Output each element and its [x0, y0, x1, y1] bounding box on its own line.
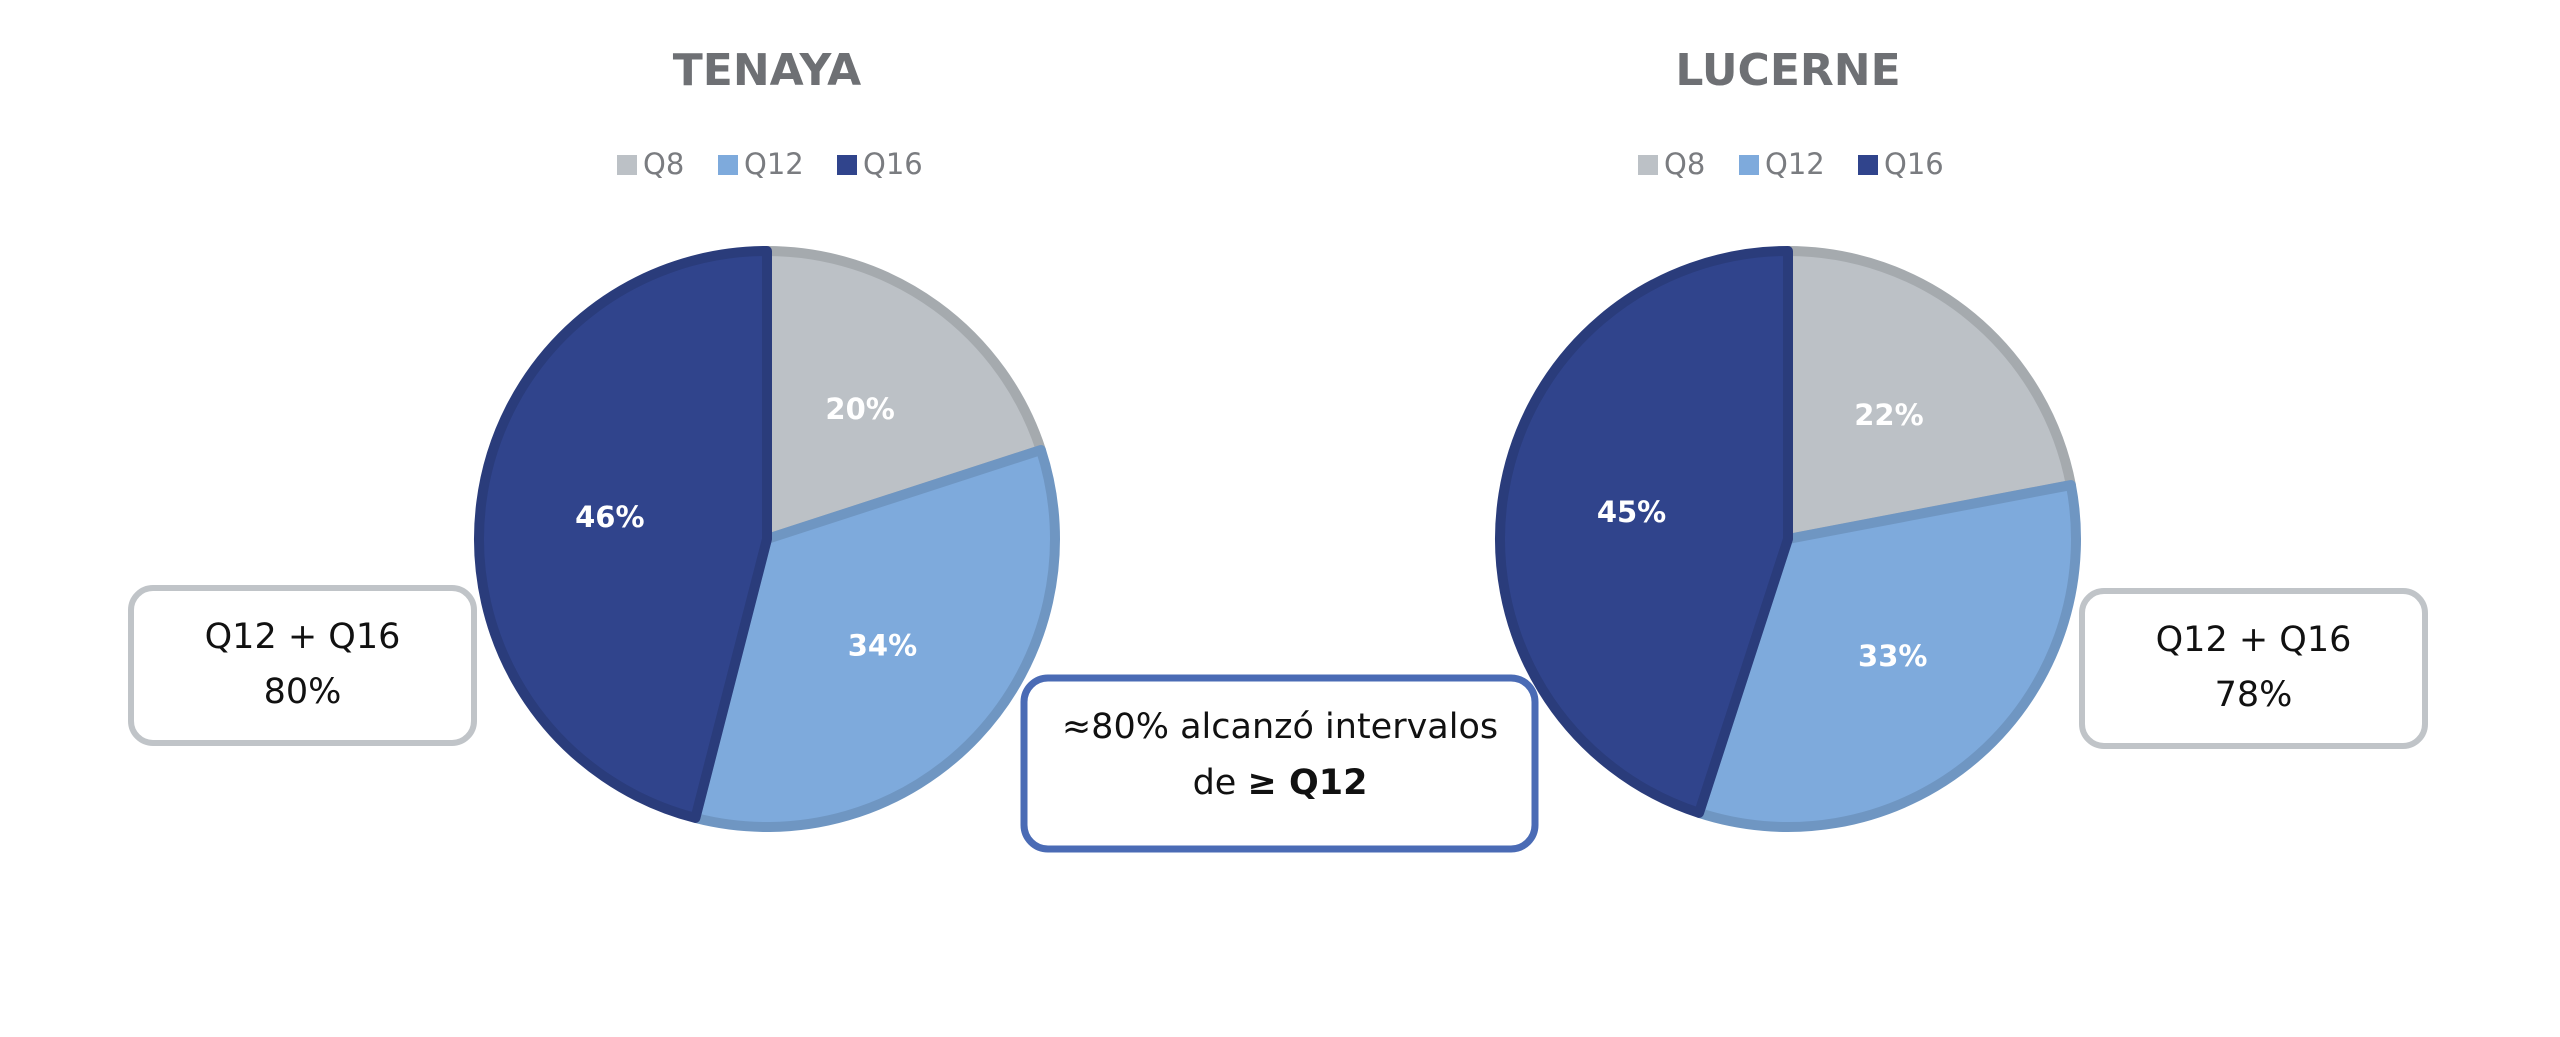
annotation-box	[2079, 588, 2428, 749]
legend-swatch	[837, 155, 857, 175]
callout-text: de ≥ Q12	[1193, 763, 1368, 803]
data-label: 45%	[1597, 495, 1666, 529]
annotation-text: 78%	[2215, 675, 2293, 715]
legend-swatch	[1638, 155, 1658, 175]
pie-slice	[1694, 480, 2081, 832]
legend-label: Q8	[643, 147, 684, 181]
legend-swatch	[617, 155, 637, 175]
pie-slice	[1783, 246, 2076, 544]
legend-label: Q16	[1884, 147, 1944, 181]
annotation-text: 80%	[264, 672, 342, 712]
legend-swatch	[1858, 155, 1878, 175]
annotation-text: Q12 + Q16	[205, 617, 401, 657]
pie-slice	[474, 246, 772, 823]
legend-label: Q8	[1664, 147, 1705, 181]
data-label: 33%	[1858, 639, 1927, 673]
chart-title: LUCERNE	[1675, 45, 1900, 96]
legend-label: Q12	[1765, 147, 1825, 181]
callout-box	[1020, 674, 1539, 853]
pie-slice	[690, 445, 1060, 832]
legend-label: Q16	[863, 147, 923, 181]
legend-swatch	[718, 155, 738, 175]
annotation-text: Q12 + Q16	[2156, 620, 2352, 660]
callout-text: de	[1193, 763, 1237, 803]
legend-swatch	[1739, 155, 1759, 175]
data-label: 20%	[825, 392, 894, 426]
legend-label: Q12	[744, 147, 804, 181]
data-label: 34%	[848, 628, 917, 662]
chart-title: TENAYA	[673, 45, 861, 96]
pie-slice	[1495, 246, 1793, 818]
data-label: 46%	[575, 500, 644, 534]
data-label: 22%	[1854, 398, 1923, 432]
annotation-box	[128, 585, 477, 746]
callout-text: ≈80% alcanzó intervalos	[1062, 707, 1498, 747]
callout-emphasis: ≥ Q12	[1247, 763, 1367, 803]
